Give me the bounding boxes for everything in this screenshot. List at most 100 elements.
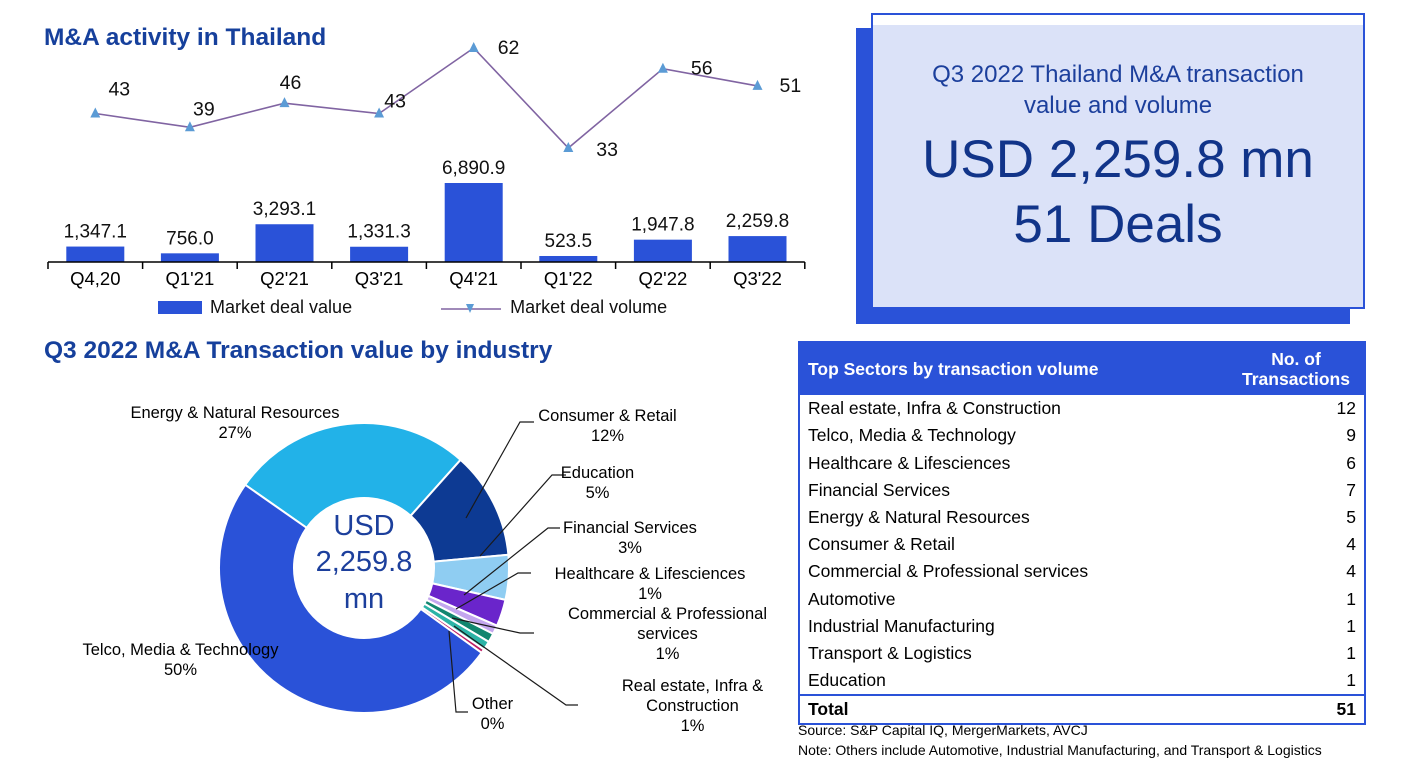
leader-line-real-estate [453,625,578,706]
donut-label-realestate-pct: 1% [680,717,705,736]
line-marker [374,107,385,118]
line-marker [468,42,479,52]
table-header-transactions: No. of Transactions [1242,349,1350,390]
bar [728,236,787,262]
table-row: Education 1 [800,667,1364,694]
donut-label-realestate-name: Real estate, Infra & Construction [621,677,764,716]
donut-label-energy-pct: 27% [218,424,252,443]
bar-value-label: 756.0 [166,228,214,249]
table-cell-sector: Healthcare & Lifesciences [808,452,1011,473]
table-row: Industrial Manufacturing 1 [800,613,1364,640]
donut-chart [217,421,578,715]
table-cell-count: 1 [1346,670,1356,691]
line-marker [563,141,574,152]
donut-label-energy: Energy & Natural Resources 27% [130,403,340,443]
line-value-label: 43 [384,91,406,113]
donut-label-financial-name: Financial Services [563,519,697,537]
combo-chart: 1,347.1 756.0 3,293.1 1,331.3 6,890.9 523.5 1,… [47,37,806,289]
footnote-note: Note: Others include Automotive, Industr… [798,742,1322,759]
table-cell-sector: Real estate, Infra & Construction [808,398,1061,419]
kpi-inner-panel: Q3 2022 Thailand M&A transaction value a… [873,25,1363,307]
bar [350,246,409,262]
donut-label-commercial-pct: 1% [655,645,680,664]
donut-label-other-name: Other [471,695,514,713]
donut-label-consumer: Consumer & Retail 12% [500,406,715,446]
line-value-label: 39 [193,98,215,120]
table-cell-count: 1 [1346,588,1356,609]
donut-slice [217,483,483,715]
table-cell-count: 4 [1346,561,1356,582]
donut-center-label: USD 2,259.8 mn [286,508,442,617]
category-label: Q1'22 [544,268,593,289]
footnote-source: Source: S&P Capital IQ, MergerMarkets, A… [798,722,1088,738]
table-cell-sector: Automotive [808,588,896,609]
table-row: Healthcare & Lifesciences 6 [800,450,1364,477]
bar-value-label: 6,890.9 [442,158,505,179]
table-cell-count: 7 [1346,479,1356,500]
table-cell-sector: Telco, Media & Technology [808,425,1016,446]
donut-label-other-pct: 0% [480,715,505,734]
line-value-label: 46 [280,72,302,94]
bar [255,224,314,262]
table-total-row: Total 51 [800,694,1364,723]
donut-center-line3: mn [343,582,385,615]
donut-label-consumer-name: Consumer & Retail [538,407,677,425]
line-marker [184,121,195,132]
kpi-highlight-box: Q3 2022 Thailand M&A transaction value a… [871,13,1365,309]
donut-label-realestate: Real estate, Infra & Construction 1% [590,676,795,736]
table-cell-sector: Financial Services [808,479,950,500]
donut-chart-title: Q3 2022 M&A Transaction value by industr… [44,337,553,364]
table-cell-sector: Education [808,670,886,691]
donut-label-telco-name: Telco, Media & Technology [82,641,279,659]
donut-slice [243,422,462,530]
table-cell-count: 9 [1346,425,1356,446]
table-row: Transport & Logistics 1 [800,640,1364,667]
bar-value-label: 1,347.1 [64,222,127,243]
category-label: Q4'21 [449,268,498,289]
leader-line-education [479,474,566,557]
table-cell-sector: Energy & Natural Resources [808,507,1030,528]
table-row: Telco, Media & Technology 9 [800,422,1364,449]
table-row: Commercial & Professional services 4 [800,558,1364,585]
combo-chart-title: M&A activity in Thailand [44,24,327,51]
donut-label-education: Education 5% [505,463,690,503]
category-label: Q4,20 [70,268,120,289]
bar-value-label: 2,259.8 [726,211,789,232]
table-cell-count: 1 [1346,615,1356,636]
table-body: Real estate, Infra & Construction 12 Telco… [800,395,1364,694]
sector-table: Top Sectors by transaction volume No. of… [798,341,1366,726]
category-label: Q2'21 [260,268,309,289]
table-cell-count: 1 [1346,643,1356,664]
table-row: Automotive 1 [800,586,1364,613]
donut-label-education-name: Education [560,464,635,482]
table-cell-sector: Transport & Logistics [808,643,972,664]
donut-label-healthcare: Healthcare & Lifesciences 1% [525,564,775,604]
bar [444,183,503,262]
line-value-label: 56 [691,58,713,80]
bar-swatch-icon [158,301,202,314]
table-row: Consumer & Retail 4 [800,531,1364,558]
bar [539,255,598,262]
table-total-label: Total [808,699,849,720]
donut-center-line1: USD [333,510,395,542]
bar [160,253,219,262]
category-label: Q1'21 [166,268,215,289]
table-cell-sector: Industrial Manufacturing [808,615,995,636]
line-marker [279,97,290,108]
donut-label-financial-pct: 3% [618,539,642,558]
kpi-value: USD 2,259.8 mn [922,130,1314,190]
legend-label-deal-volume: Market deal volume [510,297,668,317]
table-cell-count: 4 [1346,534,1356,555]
leader-line-healthcare [455,572,531,610]
donut-label-other: Other 0% [440,694,545,734]
line-value-label: 33 [596,139,618,161]
kpi-deal-count: 51 Deals [1013,195,1223,255]
donut-label-telco-pct: 50% [163,661,198,680]
donut-label-commercial: Commercial & Professional services 1% [545,604,790,664]
category-label: Q3'21 [355,268,404,289]
donut-center-line2: 2,259.8 [315,546,413,579]
line-marker-swatch-icon [441,303,502,313]
table-cell-count: 12 [1336,398,1356,419]
legend-item-deal-value: Market deal value [158,297,352,318]
